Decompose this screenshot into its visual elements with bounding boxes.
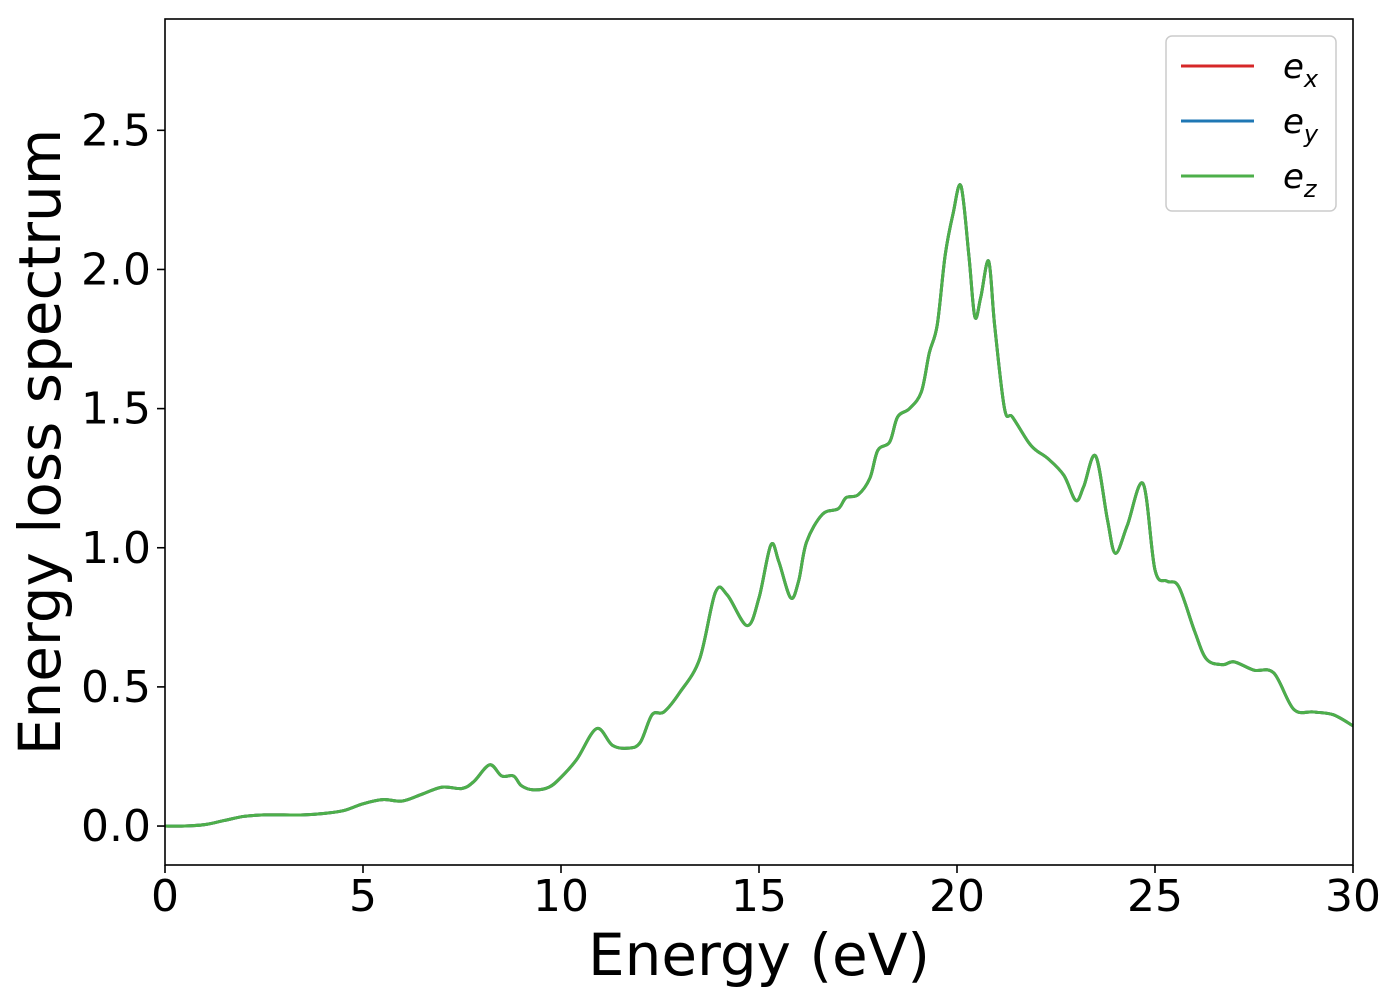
y-tick-label: 0.5 bbox=[81, 662, 151, 713]
y-tick-label: 0.0 bbox=[81, 801, 151, 852]
x-tick-label: 30 bbox=[1325, 871, 1381, 922]
x-tick-label: 20 bbox=[929, 871, 985, 922]
x-tick-label: 0 bbox=[151, 871, 179, 922]
x-tick-label: 10 bbox=[533, 871, 589, 922]
x-tick-label: 25 bbox=[1127, 871, 1183, 922]
y-axis-label: Energy loss spectrum bbox=[6, 129, 74, 755]
y-tick-label: 1.0 bbox=[81, 523, 151, 574]
x-axis-label: Energy (eV) bbox=[588, 921, 930, 989]
y-axis-ticks: 0.0 0.5 1.0 1.5 2.0 2.5 bbox=[81, 105, 165, 852]
plot-area bbox=[165, 19, 1353, 865]
x-tick-label: 5 bbox=[349, 871, 377, 922]
x-tick-label: 15 bbox=[731, 871, 787, 922]
y-tick-label: 2.5 bbox=[81, 105, 151, 156]
series-line-z bbox=[164, 183, 1354, 828]
legend-box bbox=[1165, 35, 1337, 212]
y-tick-label: 2.0 bbox=[81, 244, 151, 295]
series-layer bbox=[164, 183, 1354, 828]
y-tick-label: 1.5 bbox=[81, 384, 151, 435]
x-axis-ticks: 0 5 10 15 20 25 30 bbox=[151, 865, 1381, 922]
